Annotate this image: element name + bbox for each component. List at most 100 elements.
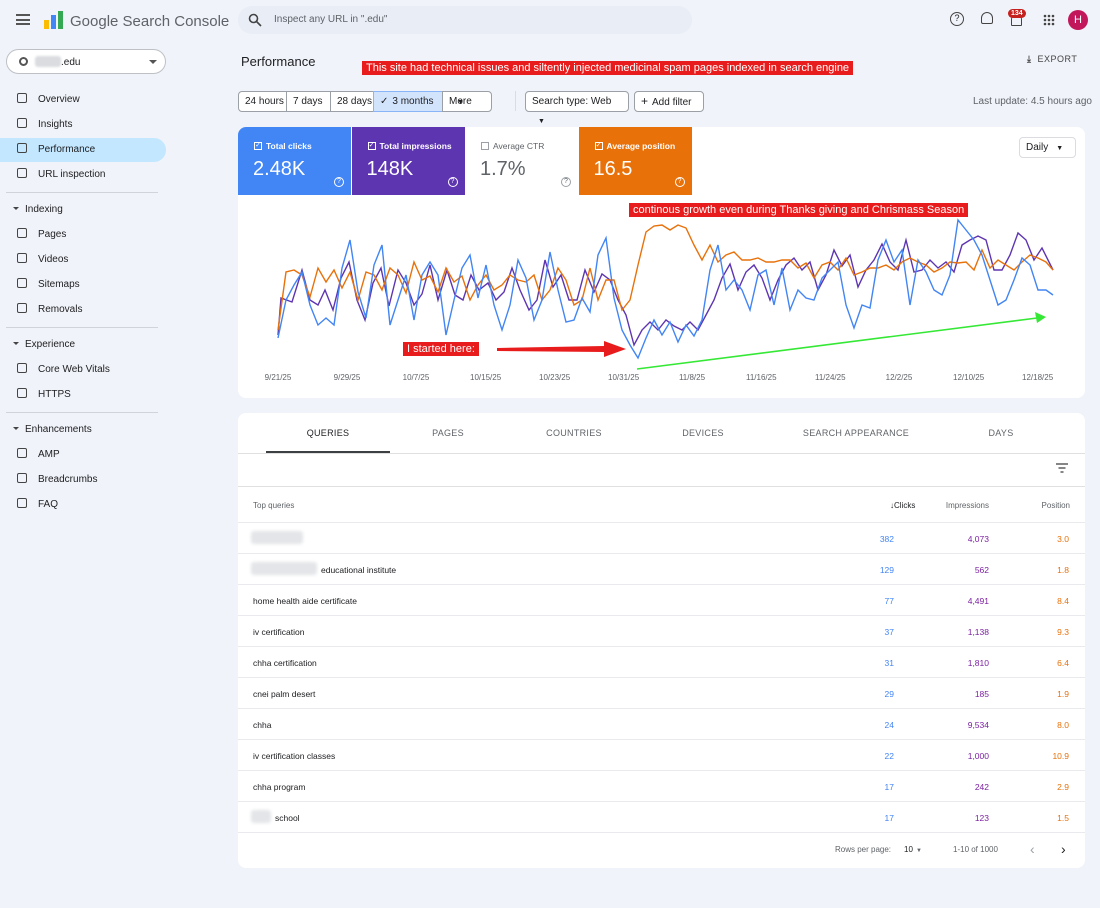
menu-button[interactable] bbox=[16, 14, 30, 25]
date-range-button[interactable]: More ▼ bbox=[442, 91, 492, 112]
logo bbox=[44, 11, 63, 29]
granularity-select[interactable]: Daily ▼ bbox=[1019, 137, 1076, 158]
clicks-cell: 382 bbox=[879, 534, 894, 544]
metric-tile[interactable]: ✓ Total clicks 2.48K? bbox=[238, 127, 351, 195]
rows-per-page-select[interactable]: 10 ▼ bbox=[904, 845, 922, 854]
avatar[interactable]: H bbox=[1068, 10, 1088, 30]
metric-help[interactable]: ? bbox=[561, 177, 571, 187]
impressions-cell: 1,000 bbox=[967, 751, 989, 761]
query-cell[interactable]: cnei palm desert bbox=[253, 689, 316, 699]
metric-value: 2.48K bbox=[253, 158, 306, 180]
clicks-cell: 37 bbox=[884, 627, 894, 637]
metric-tile[interactable]: ✓ Average position 16.5? bbox=[578, 127, 692, 195]
nav-item[interactable]: Insights bbox=[38, 119, 73, 130]
nav-item[interactable]: Videos bbox=[38, 254, 69, 265]
column-header[interactable]: Position bbox=[1041, 501, 1070, 510]
date-range-button[interactable]: 7 days bbox=[286, 91, 331, 112]
date-range-label: 24 hours bbox=[245, 96, 284, 107]
query-cell[interactable]: home health aide certificate bbox=[253, 596, 357, 606]
position-cell: 2.9 bbox=[1057, 782, 1069, 792]
tab-indicator bbox=[266, 451, 390, 453]
impressions-cell: 4,491 bbox=[967, 596, 989, 606]
date-range-button[interactable]: 24 hours bbox=[238, 91, 287, 112]
nav-item[interactable]: URL inspection bbox=[38, 169, 106, 180]
tab[interactable]: COUNTRIES bbox=[546, 428, 602, 438]
account-settings[interactable] bbox=[981, 12, 993, 24]
tab[interactable]: DAYS bbox=[988, 428, 1014, 438]
tab[interactable]: DEVICES bbox=[682, 428, 724, 438]
add-filter[interactable]: + Add filter bbox=[634, 91, 704, 112]
metric-value: 148K bbox=[366, 158, 414, 180]
nav-item[interactable]: Sitemaps bbox=[38, 279, 80, 290]
start-arrow bbox=[497, 341, 626, 357]
performance-chart bbox=[277, 218, 1054, 370]
metric-help[interactable]: ? bbox=[334, 177, 344, 187]
export-button[interactable]: ⤓ EXPORT bbox=[1027, 54, 1078, 64]
query-cell[interactable]: school bbox=[275, 813, 300, 823]
nav-item[interactable]: Performance bbox=[38, 144, 96, 155]
divider bbox=[515, 91, 516, 111]
next-page[interactable]: › bbox=[1061, 841, 1066, 857]
prev-page[interactable]: ‹ bbox=[1030, 841, 1035, 857]
tab[interactable]: QUERIES bbox=[306, 428, 350, 438]
search-type-filter[interactable]: Search type: Web ▼ bbox=[525, 91, 629, 125]
blurred-text bbox=[251, 810, 271, 823]
nav-item[interactable]: FAQ bbox=[38, 499, 59, 510]
tabs-divider bbox=[238, 453, 1085, 454]
metric-help[interactable]: ? bbox=[447, 177, 458, 187]
x-axis-label: 11/8/25 bbox=[678, 373, 706, 382]
blurred-text bbox=[251, 531, 303, 544]
date-range-button[interactable]: ✓ 3 months bbox=[373, 91, 443, 112]
query-cell[interactable]: chha bbox=[253, 720, 272, 730]
nav-item[interactable]: Pages bbox=[38, 229, 67, 240]
apps-button[interactable] bbox=[1043, 14, 1055, 26]
search-placeholder: Inspect any URL in ".edu" bbox=[274, 14, 388, 25]
x-axis-label: 10/31/25 bbox=[608, 373, 640, 382]
metric-checkbox: ✓ bbox=[367, 142, 376, 150]
nav-item[interactable]: Removals bbox=[38, 304, 83, 315]
query-cell[interactable]: chha program bbox=[253, 782, 306, 792]
metric-tile[interactable]: ✓ Total impressions 148K? bbox=[351, 127, 465, 195]
filter-rows-button[interactable] bbox=[1055, 463, 1069, 473]
date-range-button[interactable]: 28 days bbox=[330, 91, 374, 112]
tab[interactable]: SEARCH APPEARANCE bbox=[802, 428, 910, 438]
help-button[interactable]: ? bbox=[950, 12, 964, 26]
annotation: This site had technical issues and silte… bbox=[362, 61, 854, 75]
url-search[interactable]: Inspect any URL in ".edu" bbox=[238, 6, 692, 34]
position-cell: 6.4 bbox=[1057, 658, 1069, 668]
column-header[interactable]: ↓ Clicks bbox=[794, 501, 915, 510]
date-range-label: 7 days bbox=[293, 96, 323, 107]
section-toggle[interactable] bbox=[13, 427, 19, 433]
property-selector[interactable]: .edu bbox=[6, 49, 166, 74]
row-divider bbox=[238, 584, 1085, 585]
nav-icon bbox=[17, 473, 27, 483]
tab[interactable]: PAGES bbox=[432, 428, 464, 438]
impressions-cell: 562 bbox=[974, 565, 989, 575]
section-toggle[interactable] bbox=[13, 342, 19, 348]
query-cell[interactable]: iv certification bbox=[253, 627, 305, 637]
query-cell[interactable]: iv certification classes bbox=[253, 751, 336, 761]
x-axis-label: 10/23/25 bbox=[539, 373, 571, 382]
property-icon bbox=[19, 57, 28, 66]
nav-item[interactable]: Overview bbox=[38, 94, 80, 105]
metric-label: Total impressions bbox=[379, 141, 452, 151]
page-title: Performance bbox=[241, 54, 316, 69]
metric-checkbox bbox=[481, 142, 489, 150]
blurred-domain bbox=[35, 56, 61, 67]
product-name: Google Search Console bbox=[70, 13, 230, 30]
growth-annotation: continous growth even during Thanks givi… bbox=[629, 203, 969, 217]
query-cell[interactable]: chha certification bbox=[253, 658, 317, 668]
impressions-cell: 123 bbox=[974, 813, 989, 823]
nav-item[interactable]: Breadcrumbs bbox=[38, 474, 98, 485]
nav-item[interactable]: HTTPS bbox=[38, 389, 71, 400]
metric-tile[interactable]: Average CTR 1.7%? bbox=[465, 127, 578, 195]
nav-item[interactable]: Core Web Vitals bbox=[38, 364, 110, 375]
query-cell[interactable]: educational institute bbox=[321, 565, 397, 575]
position-line bbox=[277, 224, 1054, 331]
nav-item[interactable]: AMP bbox=[38, 449, 60, 460]
section-toggle[interactable] bbox=[13, 207, 19, 213]
metric-help[interactable]: ? bbox=[674, 177, 685, 187]
column-header[interactable]: Impressions bbox=[945, 501, 989, 510]
chart-card: Daily ▼ ✓ Total clicks 2.48K? ✓ Total impress… bbox=[238, 127, 1085, 398]
nav-icon bbox=[17, 363, 27, 373]
